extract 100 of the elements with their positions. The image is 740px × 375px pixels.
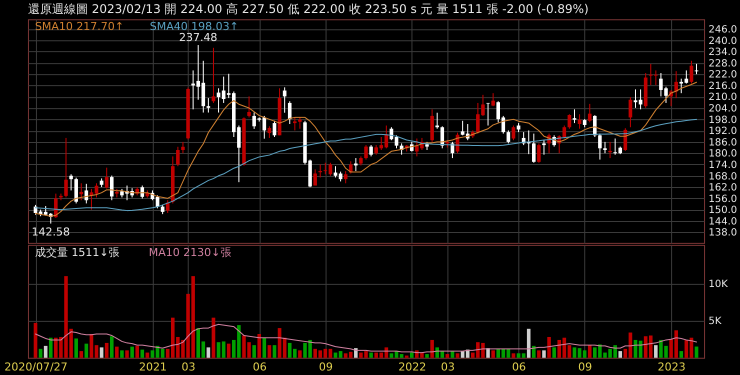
bar	[694, 346, 698, 358]
bar	[272, 345, 276, 358]
candlestick	[512, 125, 516, 141]
bar	[552, 347, 556, 358]
candlestick	[456, 132, 460, 154]
text: SMA10 217.70↑	[34, 20, 124, 34]
candlestick	[491, 92, 495, 107]
x-tick-label: 03	[182, 360, 196, 374]
candlestick	[369, 144, 373, 157]
bar	[547, 336, 551, 358]
candlestick	[690, 60, 694, 84]
y-tick-label: 150.0	[708, 205, 738, 216]
candlestick	[344, 170, 348, 184]
x-tick-label: 06	[252, 360, 267, 374]
bar	[526, 328, 531, 358]
x-tick-label: 09	[578, 360, 592, 374]
bar	[120, 350, 124, 358]
candlestick	[506, 130, 510, 144]
candlestick	[542, 140, 546, 156]
candlestick	[288, 100, 292, 125]
candlestick	[272, 120, 276, 138]
candlestick	[104, 167, 108, 190]
y-tick-label: 10K	[708, 279, 728, 290]
bar	[450, 351, 454, 358]
y-tick-label: 186.0	[708, 137, 738, 148]
x-tick-label: 09	[318, 360, 333, 374]
bar	[100, 347, 104, 358]
bar	[542, 350, 546, 358]
candlestick	[359, 156, 363, 166]
bar	[262, 338, 266, 358]
candlestick	[140, 185, 144, 200]
annotation: 237.48	[179, 31, 218, 44]
bar	[146, 352, 150, 358]
bar	[125, 350, 129, 358]
candlestick	[212, 47, 216, 104]
x-tick-label: 06	[512, 360, 526, 374]
candlestick	[598, 133, 602, 160]
y-tick-label: 204.0	[708, 104, 738, 115]
bar	[130, 346, 134, 358]
bar	[298, 350, 302, 358]
bar	[44, 346, 48, 358]
bar	[135, 346, 139, 358]
candlestick	[176, 146, 180, 167]
bar	[491, 350, 495, 358]
bar	[537, 350, 541, 358]
candlestick	[247, 96, 251, 118]
bar	[430, 340, 434, 358]
bar	[354, 348, 358, 358]
bar	[512, 353, 516, 358]
text: MA10 2130↓張	[148, 246, 232, 259]
bar	[38, 348, 42, 358]
bar	[618, 351, 622, 358]
x-tick-label: 2020/07/27	[4, 360, 68, 374]
bar	[257, 334, 262, 358]
bar	[226, 344, 231, 358]
candlestick	[532, 133, 536, 164]
bar	[369, 352, 373, 358]
y-tick-label: 168.0	[708, 171, 738, 182]
y-tick-label: 216.0	[708, 80, 738, 92]
bar	[48, 338, 53, 358]
candlestick	[160, 204, 164, 215]
candlestick	[181, 141, 185, 154]
candlestick	[516, 122, 520, 133]
y-tick-label: 180.0	[708, 148, 738, 160]
text: SMA40 198.03↑	[150, 20, 239, 34]
y-tick-label: 240.0	[708, 36, 738, 47]
candlestick	[313, 168, 317, 186]
x-tick-label: 2023	[658, 360, 686, 374]
candlestick	[364, 144, 368, 160]
bar	[679, 351, 684, 358]
bar	[268, 345, 272, 358]
y-tick-label: 210.0	[708, 92, 738, 104]
candlestick	[282, 86, 286, 114]
bar	[588, 345, 592, 358]
x-tick-label: 03	[440, 360, 455, 374]
bar	[104, 342, 108, 358]
bar	[84, 344, 88, 358]
bar	[456, 353, 460, 358]
y-tick-label: 222.0	[708, 70, 738, 81]
bar	[110, 336, 114, 358]
y-tick-label: 198.0	[708, 114, 738, 126]
bar	[206, 347, 210, 358]
bar	[115, 346, 119, 358]
x-tick-label: 2022	[398, 360, 426, 374]
candlestick	[354, 158, 358, 172]
y-tick-label: 5K	[708, 316, 722, 328]
y-tick-label: 192.0	[708, 126, 738, 138]
bar	[140, 350, 144, 358]
candlestick	[206, 98, 210, 114]
line-series	[35, 82, 698, 217]
candlestick	[628, 96, 632, 128]
y-tick-label: 174.0	[708, 160, 738, 171]
text: 成交量 1511↓張	[34, 246, 120, 259]
bar	[212, 318, 216, 358]
y-tick-label: 162.0	[708, 182, 738, 194]
candlestick	[588, 103, 592, 123]
annotation: 142.58	[32, 226, 70, 239]
candlestick	[110, 175, 114, 201]
candlestick	[486, 102, 490, 126]
bar	[486, 348, 490, 358]
